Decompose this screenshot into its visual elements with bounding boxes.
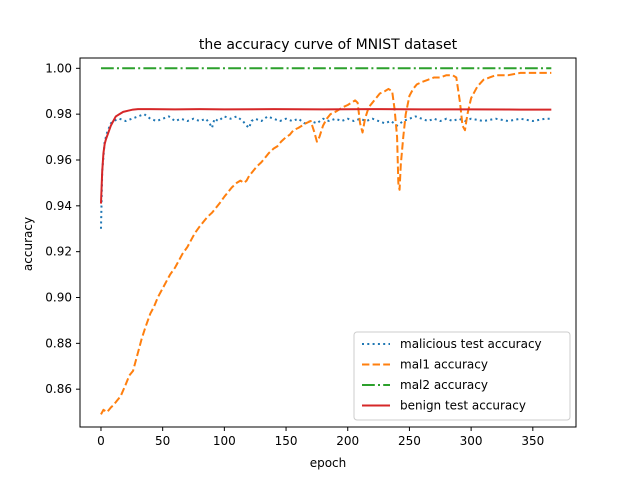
y-axis-label: accuracy (21, 217, 35, 271)
plot-frame (79, 57, 577, 428)
series-line-1 (99, 113, 552, 229)
chart-title: the accuracy curve of MNIST dataset (199, 37, 458, 53)
y-tick-label: 0.88 (45, 336, 72, 350)
y-tick-label: 0.94 (45, 199, 72, 213)
y-tick-label: 0.86 (45, 382, 72, 396)
legend-label: mal2 accuracy (400, 378, 488, 392)
x-tick-label: 250 (398, 434, 421, 448)
x-tick-label: 50 (155, 434, 170, 448)
series-line-2 (100, 71, 552, 415)
series-line-4 (99, 108, 552, 204)
legend-box (353, 331, 571, 421)
y-tick-label: 0.90 (45, 291, 72, 305)
legend-label: malicious test accuracy (400, 337, 542, 351)
legend-label: mal1 accuracy (400, 358, 488, 372)
y-tick-label: 0.96 (45, 153, 72, 167)
x-tick-label: 0 (97, 434, 105, 448)
legend-label: benign test accuracy (400, 399, 526, 413)
y-tick-label: 1.00 (45, 61, 72, 75)
x-tick-label: 100 (213, 434, 236, 448)
y-tick-label: 0.92 (45, 245, 72, 259)
x-tick-label: 150 (275, 434, 298, 448)
legend: malicious test accuracy mal1 accuracy mal2… (353, 331, 571, 421)
x-tick-label: 200 (336, 434, 359, 448)
x-tick-label: 300 (460, 434, 483, 448)
x-tick-label: 350 (521, 434, 544, 448)
y-tick-label: 0.98 (45, 107, 72, 121)
x-axis-label: epoch (310, 456, 347, 470)
